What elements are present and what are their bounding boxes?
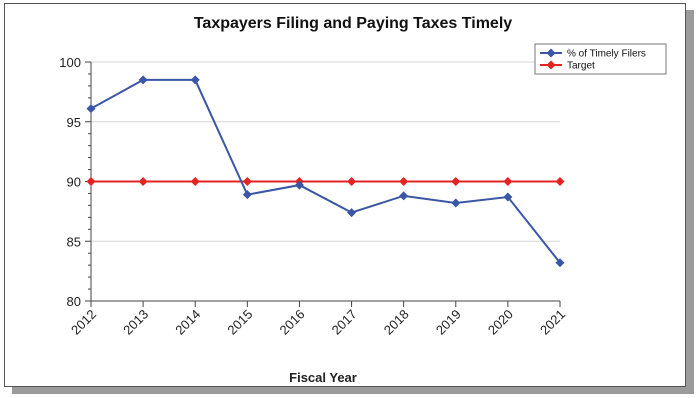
- data-point: [242, 177, 252, 186]
- chart-frame: Taxpayers Filing and Paying Taxes Timely…: [4, 3, 686, 387]
- data-point: [451, 177, 461, 186]
- legend-label: Target: [567, 61, 595, 72]
- legend-label: % of Timely Filers: [567, 49, 646, 60]
- legend-box: [534, 43, 667, 75]
- line-chart: Taxpayers Filing and Paying Taxes Timely…: [59, 15, 667, 385]
- data-point: [86, 104, 96, 114]
- x-tick-label: 2013: [120, 307, 151, 338]
- data-point: [347, 208, 357, 218]
- data-point: [190, 177, 200, 186]
- y-tick-label: 85: [67, 234, 81, 249]
- chart-title: Taxpayers Filing and Paying Taxes Timely: [194, 15, 512, 32]
- data-point: [399, 191, 409, 201]
- data-point: [503, 177, 513, 186]
- data-point: [555, 177, 565, 186]
- data-point: [555, 258, 565, 268]
- y-tick-label: 80: [67, 294, 81, 309]
- x-tick-label: 2020: [485, 307, 516, 338]
- legend-marker: [546, 60, 556, 70]
- data-point: [503, 192, 513, 202]
- data-point: [242, 190, 252, 200]
- y-tick-label: 90: [67, 175, 81, 190]
- y-tick-label: 100: [59, 55, 81, 70]
- x-tick-label: 2014: [172, 307, 203, 338]
- data-point: [451, 198, 461, 208]
- x-axis-label: Fiscal Year: [289, 370, 357, 385]
- y-tick-label: 95: [67, 115, 81, 130]
- x-tick-label: 2015: [224, 307, 255, 338]
- x-tick-label: 2018: [381, 307, 412, 338]
- x-tick-label: 2019: [433, 307, 464, 338]
- data-point: [399, 177, 409, 186]
- x-tick-label: 2017: [329, 307, 360, 338]
- data-point: [190, 75, 200, 85]
- legend-marker: [546, 48, 556, 58]
- data-point: [347, 177, 357, 186]
- data-point: [138, 75, 148, 85]
- x-tick-label: 2012: [68, 307, 99, 338]
- x-tick-label: 2016: [277, 307, 308, 338]
- series-line: [90, 78, 561, 264]
- data-point: [86, 177, 96, 186]
- data-point: [294, 180, 304, 190]
- data-point: [138, 177, 148, 186]
- x-tick-label: 2021: [537, 307, 568, 338]
